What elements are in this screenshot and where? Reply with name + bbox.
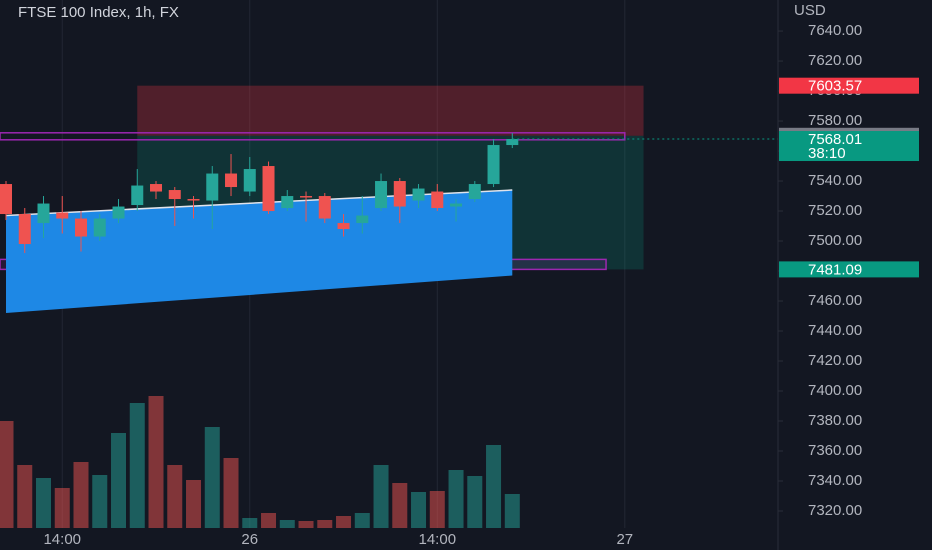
volume-bar — [504, 494, 520, 528]
chart-title: FTSE 100 Index, 1h, FX — [18, 4, 179, 21]
candle-body — [375, 181, 388, 209]
target-price-bg — [779, 77, 919, 94]
candle-body — [168, 190, 181, 200]
x-tick-label: 27 — [616, 531, 633, 548]
x-tick-label: 14:00 — [419, 531, 457, 548]
candle-body — [318, 196, 331, 219]
entry-box — [0, 132, 626, 141]
y-tick-label: 7400.00 — [808, 382, 862, 399]
volume-bar — [336, 516, 352, 528]
candle-body — [206, 173, 219, 201]
volume-bar — [279, 520, 295, 528]
candle-body — [450, 203, 463, 207]
y-tick-label: 7460.00 — [808, 292, 862, 309]
volume-bar — [73, 462, 89, 528]
volume-bar — [467, 476, 483, 528]
volume-bar — [111, 433, 127, 528]
candle-body — [131, 185, 144, 206]
last-price-bg — [779, 131, 919, 162]
volume-bar — [54, 488, 70, 528]
stop-price: 7481.09 — [808, 261, 862, 278]
volume-bar — [167, 465, 183, 528]
candle-body — [93, 218, 106, 237]
candle-body — [150, 184, 163, 192]
volume-bar — [429, 491, 445, 528]
volume-bar — [354, 513, 370, 528]
candle-body — [468, 184, 481, 200]
y-tick-label: 7580.00 — [808, 112, 862, 129]
candle-body — [431, 191, 444, 209]
x-tick-label: 14:00 — [43, 531, 81, 548]
candle-body — [393, 181, 406, 207]
candle-body — [356, 215, 369, 224]
volume-bar — [148, 396, 164, 528]
y-tick-label: 7540.00 — [808, 172, 862, 189]
candle-body — [300, 196, 313, 198]
target-zone — [137, 85, 644, 136]
volume-bar — [317, 520, 333, 528]
candle-body — [56, 212, 69, 219]
volume-bar — [223, 458, 239, 528]
volume-bar — [36, 478, 52, 528]
candle-body — [337, 223, 350, 230]
candle-body — [187, 199, 200, 201]
volume-bar — [298, 521, 314, 528]
y-tick-label: 7380.00 — [808, 412, 862, 429]
volume-bar — [392, 483, 408, 528]
candle-body — [412, 188, 425, 201]
countdown: 38:10 — [808, 145, 846, 162]
last-price: 7568.01 — [808, 131, 862, 148]
x-tick-label: 26 — [241, 531, 258, 548]
candle-body — [281, 196, 294, 209]
candle-body — [18, 214, 31, 245]
y-tick-label: 7420.00 — [808, 352, 862, 369]
y-tick-label: 7620.00 — [808, 52, 862, 69]
volume-bar — [204, 427, 220, 528]
target-price: 7603.57 — [808, 78, 862, 95]
candle-body — [225, 173, 238, 188]
candle-body — [506, 139, 519, 146]
y-tick-label: 7500.00 — [808, 232, 862, 249]
candle-body — [75, 218, 88, 237]
volume-bar — [411, 492, 427, 528]
volume-bar — [17, 465, 33, 528]
candle-body — [37, 203, 50, 224]
volume-bar — [129, 403, 145, 528]
y-tick-label: 7340.00 — [808, 472, 862, 489]
volume-bar — [186, 480, 202, 528]
y-tick-label: 7360.00 — [808, 442, 862, 459]
candle-body — [262, 166, 275, 212]
y-tick-label: 7640.00 — [808, 22, 862, 39]
candle-body — [487, 145, 500, 185]
volume-bar — [0, 421, 14, 528]
currency: USD — [794, 2, 826, 19]
volume-bar — [92, 475, 108, 528]
candle-body — [243, 169, 256, 192]
stop-price-bg — [779, 261, 919, 278]
volume-bar — [242, 518, 258, 528]
band-area — [6, 190, 513, 314]
candle-body — [0, 184, 13, 215]
volume-bar — [448, 470, 464, 528]
band-line — [5, 189, 513, 217]
y-tick-label: 7440.00 — [808, 322, 862, 339]
y-tick-label: 7520.00 — [808, 202, 862, 219]
volume-bar — [261, 513, 277, 528]
plot — [0, 0, 778, 528]
volume-bar — [486, 445, 502, 528]
volume-bar — [373, 465, 389, 528]
candle-body — [112, 206, 125, 219]
y-tick-label: 7320.00 — [808, 502, 862, 519]
